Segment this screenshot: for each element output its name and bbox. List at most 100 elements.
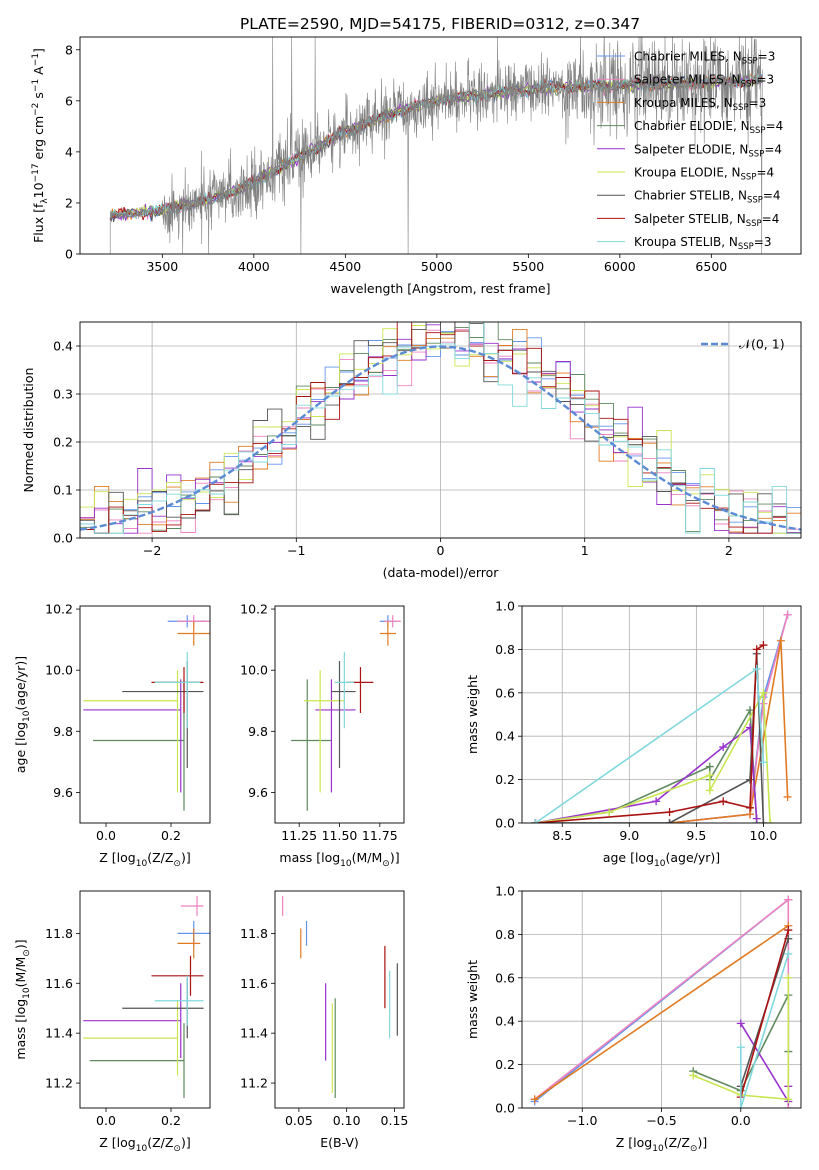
legend-entry-2: Kroupa MILES, NSSP=3 (634, 96, 766, 113)
legend-sub: SSP (748, 149, 764, 159)
errorbar-point-4 (83, 983, 182, 1059)
label-part: Normed distribution (21, 368, 36, 493)
y-tick-label: 4 (65, 144, 73, 159)
weight-marker (766, 819, 775, 823)
legend-sub: SSP (747, 196, 763, 206)
x-axis-label: mass [log10(M/M⊙)] (279, 850, 399, 869)
weight-marker (783, 610, 792, 619)
spectrum-legend: Chabrier MILES, NSSP=3 Salpeter MILES, N S… (597, 50, 783, 252)
label-part: mass weight (465, 960, 480, 1039)
y-tick-label: 11.8 (240, 926, 268, 941)
weight-marker (530, 1095, 539, 1104)
errorbar-point-4 (315, 679, 356, 793)
weight-vs-Z-lines (530, 895, 793, 1108)
label-part: )] (390, 850, 400, 865)
label-part: 10 (652, 1144, 664, 1154)
weight-marker (783, 792, 792, 801)
y-tick-label: 11.6 (240, 976, 268, 991)
legend-sub: SSP (738, 242, 754, 252)
label-part: (age/yr)] (665, 850, 720, 865)
mass-vs-Z-frame (79, 890, 211, 1109)
weight-marker (705, 786, 714, 795)
label-part: −2 (31, 103, 41, 116)
label-part: Z [log (616, 1135, 652, 1150)
weight-marker (665, 819, 674, 823)
label-part: (M/M (13, 957, 28, 988)
y-axis-label: mass weight (465, 675, 480, 754)
x-axis-label: Z [log10(Z/Z⊙)] (99, 1135, 190, 1154)
label-part: ⊙ (173, 1144, 181, 1154)
weight-marker (736, 1019, 745, 1028)
spectrum-models (109, 37, 763, 254)
x-tick-label: 6000 (604, 259, 636, 274)
y-axis-label: mass [log10(M/M⊙)] (13, 939, 32, 1059)
mass-vs-EBV-errorbars (282, 895, 398, 1099)
legend-name: Salpeter ELODIE, N (634, 142, 748, 156)
weight-vs-age-frame (521, 605, 802, 824)
residual-step-8 (80, 322, 801, 534)
legend-entry-5: Kroupa ELODIE, NSSP=4 (634, 166, 774, 183)
label-part: −17 (31, 163, 41, 182)
legend-sub: SSP (750, 126, 766, 136)
x-tick-label: 4000 (238, 259, 270, 274)
x-tick-label: 6500 (695, 259, 727, 274)
label-part: age [log (13, 722, 28, 773)
label-part: mass weight (465, 675, 480, 754)
y-tick-label: 11.2 (45, 1076, 73, 1091)
residual-histograms (80, 322, 801, 534)
errorbar-point-2 (177, 928, 201, 959)
legend-name: Salpeter MILES, N (634, 73, 741, 87)
weight-marker (746, 775, 755, 784)
weight-vs-Z-frame (521, 890, 802, 1109)
weight-marker (736, 1043, 745, 1052)
x-tick-label: 0.15 (381, 1113, 409, 1128)
label-part: 10 (22, 987, 32, 999)
weight-vs-age-lines (531, 610, 792, 823)
weight-marker (719, 797, 728, 806)
x-tick-label: 0.10 (333, 1113, 361, 1128)
label-part: 10 (22, 710, 32, 722)
x-axis-label: wavelength [Angstrom, rest frame] (330, 281, 550, 296)
x-tick-label: 2 (725, 543, 733, 558)
errorbar-point-4 (83, 679, 182, 793)
label-part: 10 (340, 859, 352, 869)
label-part: 10 (654, 859, 666, 869)
errorbar-point-6 (122, 978, 204, 1039)
errorbar-point-5 (83, 670, 179, 793)
legend-sub: SSP (733, 103, 749, 113)
mass-vs-Z-errorbars (83, 895, 210, 1099)
errorbar-point-3 (89, 1023, 185, 1099)
x-tick-label: 9.0 (619, 828, 639, 843)
errorbar-point-7 (151, 955, 204, 996)
legend-name: Kroupa STELIB, N (634, 235, 738, 249)
y-tick-label: 10.0 (240, 663, 268, 678)
weight-marker (759, 688, 768, 697)
label-part: )] (181, 1135, 191, 1150)
legend-entry-3: Chabrier ELODIE, NSSP=4 (634, 119, 783, 136)
label-part: (age/yr)] (13, 656, 28, 711)
errorbar-point-5 (304, 670, 345, 793)
x-tick-label: 0.05 (285, 1113, 313, 1128)
y-tick-label: 9.6 (53, 785, 73, 800)
x-tick-label: 11.75 (362, 828, 398, 843)
x-axis-label: Z [log10(Z/Z⊙)] (99, 850, 190, 869)
y-tick-label: 11.8 (45, 926, 73, 941)
x-tick-label: 8.5 (552, 828, 572, 843)
legend-entry-8: Kroupa STELIB, NSSP=3 (634, 235, 772, 252)
errorbar-point-8 (154, 975, 204, 1026)
weight-marker (759, 819, 768, 823)
legend-entry-0: Chabrier MILES, NSSP=3 (634, 50, 775, 67)
y-axis-label: mass weight (465, 960, 480, 1039)
age-vs-mass-axes: 11.25 11.50 11.75 9.6 9.8 10.0 10.2 mass [log10… (240, 602, 399, 869)
y-tick-label: 10.2 (240, 602, 268, 617)
weight-line-2 (669, 640, 789, 823)
label-part: Z [log (99, 1135, 135, 1150)
y-tick-label: 0.4 (495, 1014, 515, 1029)
weight-line-7 (535, 644, 764, 823)
x-tick-label: 0 (437, 543, 445, 558)
y-tick-label: 10.2 (45, 602, 73, 617)
x-tick-label: 11.25 (281, 828, 317, 843)
x-tick-label: 0.0 (96, 1113, 116, 1128)
legend-tail: =3 (754, 235, 772, 249)
